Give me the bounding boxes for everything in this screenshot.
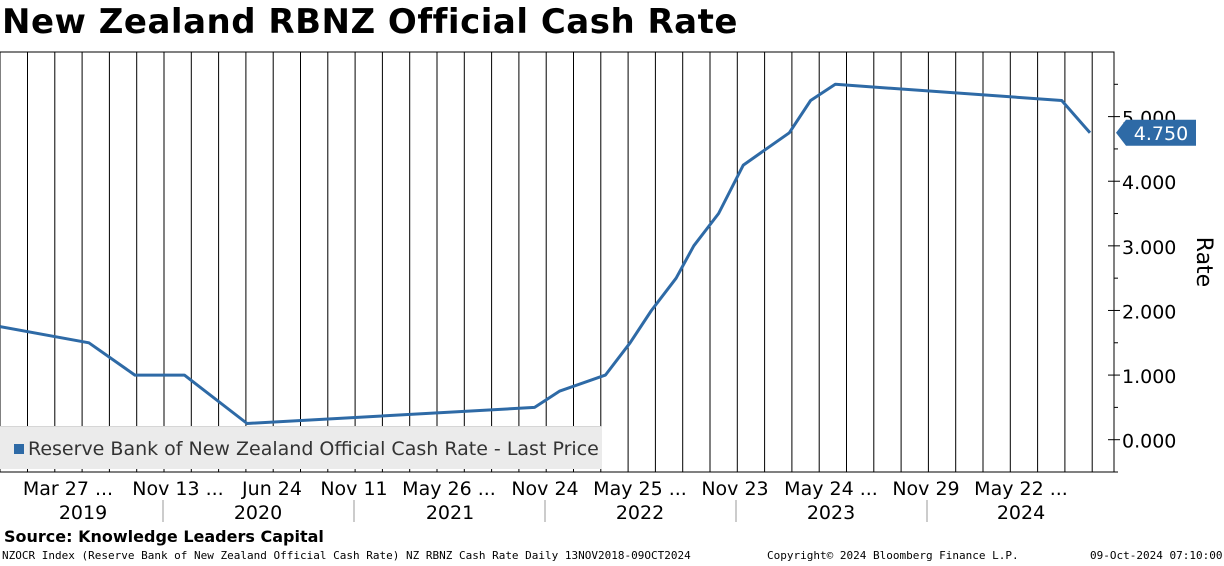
series-layer [0,82,1092,425]
x-tick-label: Mar 27 ... [23,478,113,500]
x-tick-label: May 26 ... [402,478,496,500]
y-tick-label: 4.000 [1122,172,1176,194]
y-tick-label: 0.000 [1122,431,1176,453]
x-tick-label: Jun 24 [241,478,302,500]
source-note: Source: Knowledge Leaders Capital [4,527,324,546]
legend-label: Reserve Bank of New Zealand Official Cas… [28,438,599,460]
x-tick-label: May 24 ... [784,478,878,500]
y-tick-label: 2.000 [1122,301,1176,323]
last-price-marker: 4.750 [1116,119,1196,146]
last-price-tag [1116,119,1196,146]
last-price-label: 4.750 [1134,123,1188,145]
footer-description: NZOCR Index (Reserve Bank of New Zealand… [2,549,691,562]
legend: Reserve Bank of New Zealand Official Cas… [0,426,602,469]
plot-frame [0,51,1115,473]
y-axis-label: Rate [1191,237,1216,287]
x-year-label: 2021 [426,502,474,524]
series-line [0,82,1092,425]
chart-title: New Zealand RBNZ Official Cash Rate [2,2,738,42]
legend-swatch [14,444,24,454]
x-tick-label: Nov 11 [320,478,387,500]
x-axis: Mar 27 ... Nov 13 ... Jun 24 Nov 11 May 26 .… [23,478,1068,524]
x-year-label: 2024 [997,502,1045,524]
x-tick-label: Nov 23 [701,478,768,500]
x-year-label: 2019 [59,502,107,524]
y-tick-label: 3.000 [1122,237,1176,259]
footer-copyright: Copyright© 2024 Bloomberg Finance L.P. [767,549,1019,562]
x-tick-label: Nov 24 [511,478,578,500]
gridlines [27,52,1093,472]
x-year-label: 2023 [807,502,855,524]
x-tick-label: Nov 29 [892,478,959,500]
x-tick-label: Nov 13 ... [132,478,223,500]
x-tick-label: May 25 ... [593,478,687,500]
footer-timestamp: 09-Oct-2024 07:10:00 [1090,549,1223,562]
x-year-label: 2020 [234,502,282,524]
y-tick-label: 1.000 [1122,366,1176,388]
x-tick-label: May 22 ... [974,478,1068,500]
x-year-label: 2022 [616,502,664,524]
